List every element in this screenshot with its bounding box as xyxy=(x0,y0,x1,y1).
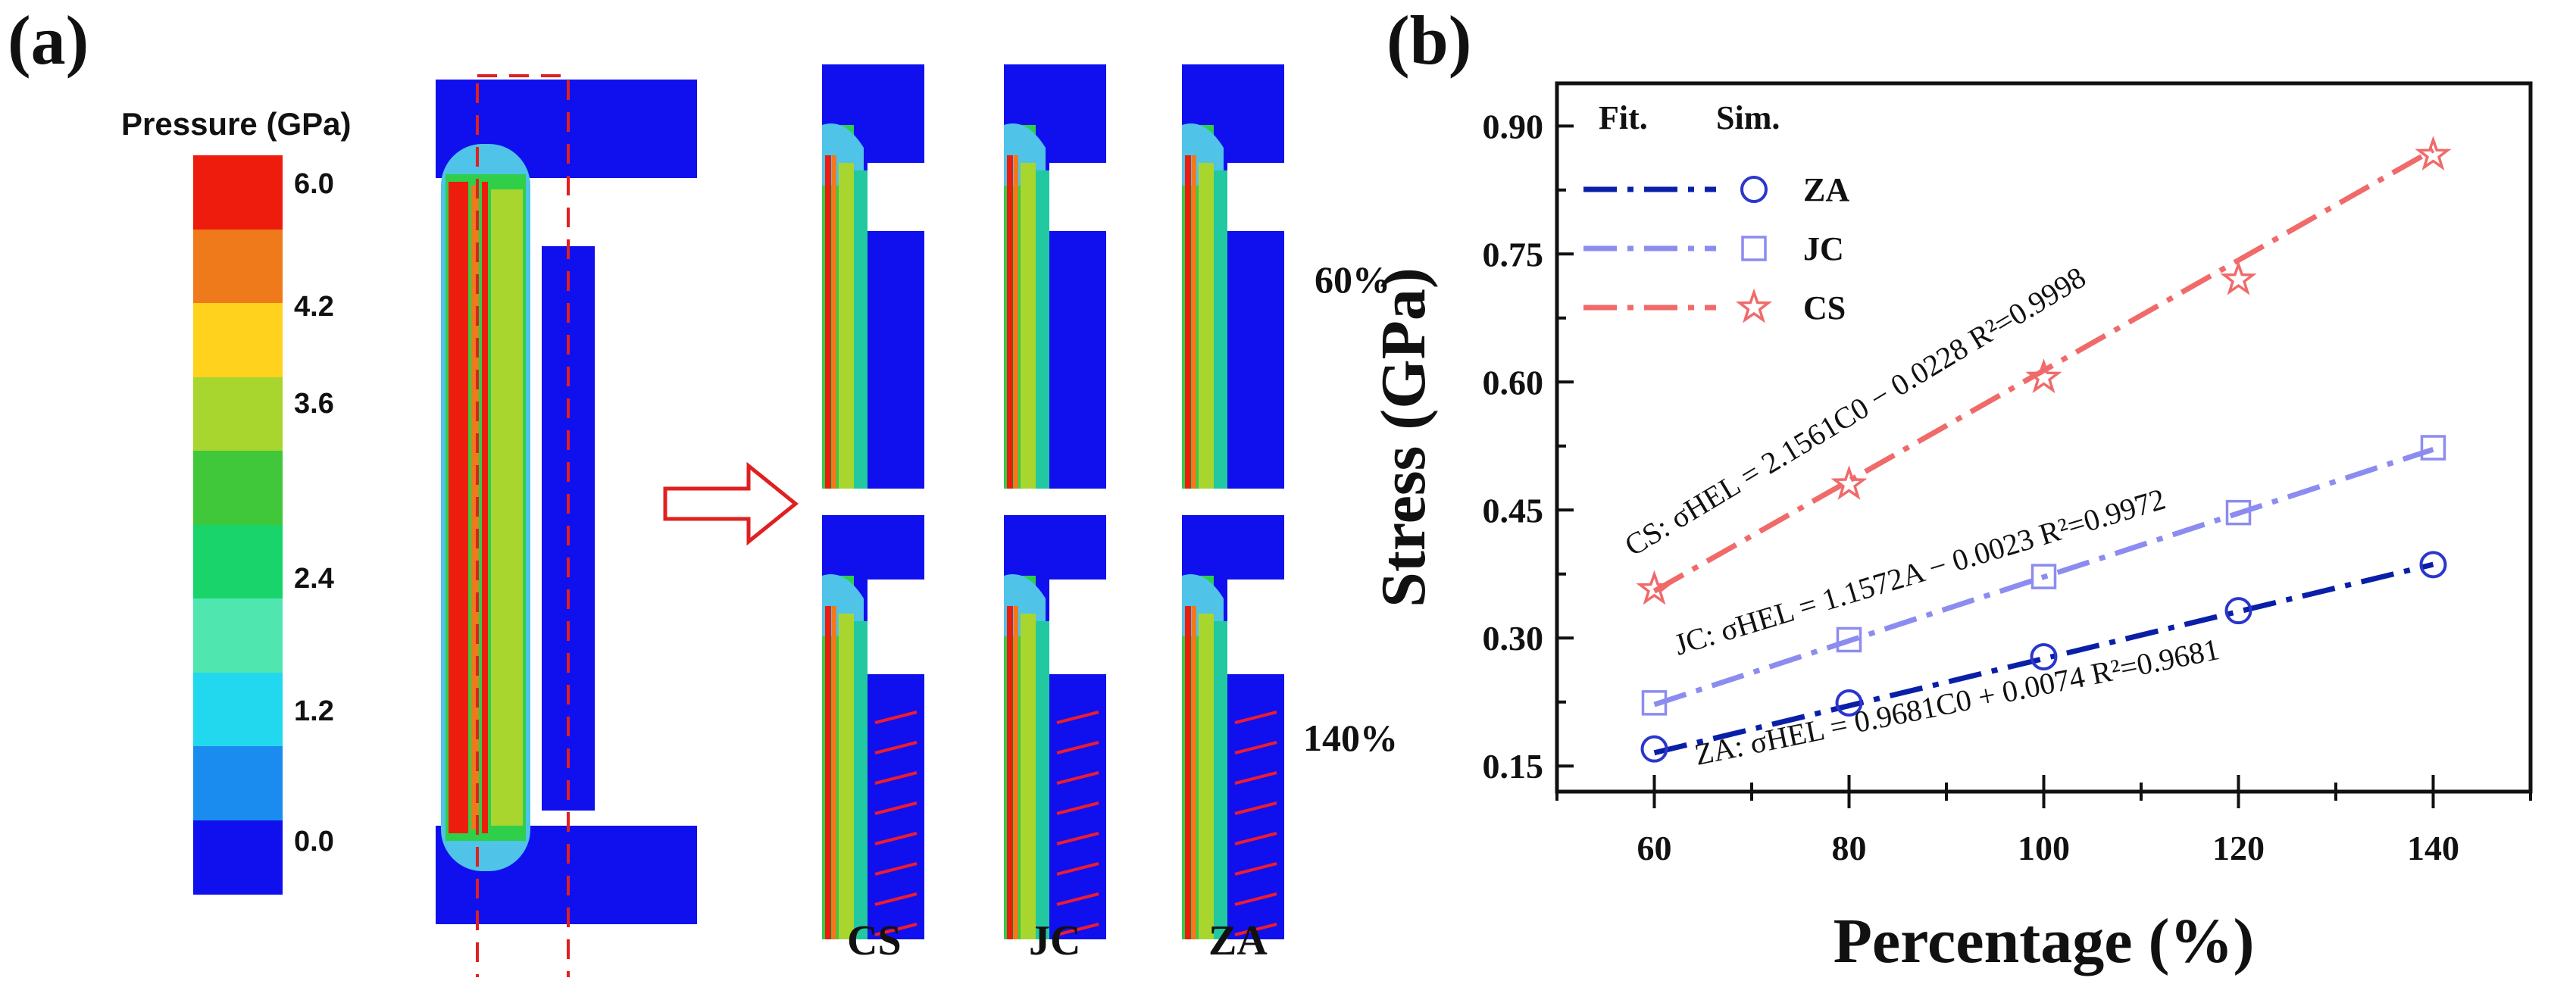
data-point-jc xyxy=(1641,690,1668,716)
percentage-label-140: 140% xyxy=(1303,717,1398,759)
fit-line-cs xyxy=(1652,147,2435,594)
equation-jc: JC: σHEL = 1.1572A − 0.0023 R²=0.9972 xyxy=(1671,482,2169,662)
colorbar-tick: 2.4 xyxy=(294,563,334,595)
y-tick-label: 0.45 xyxy=(1483,491,1544,530)
simulation-panel xyxy=(1004,64,1106,489)
x-axis-label: Percentage (%) xyxy=(1834,906,2255,976)
data-point-cs xyxy=(2025,358,2062,394)
equation-za: ZA: σHEL = 0.9681C0 + 0.0074 R²=0.9681 xyxy=(1692,632,2222,772)
sim-label-jc: JC xyxy=(1029,917,1081,964)
data-point-jc xyxy=(2225,499,2252,526)
y-axis-label: Stress (GPa) xyxy=(1368,267,1439,608)
data-point-za xyxy=(2030,643,2058,671)
x-tick-label: 100 xyxy=(2018,829,2070,867)
legend-header-fit: Fit. xyxy=(1599,99,1648,136)
colorbar-tick: 6.0 xyxy=(294,168,334,200)
legend-label-cs: CS xyxy=(1803,289,1846,326)
fit-line-jc xyxy=(1653,446,2434,708)
colorbar-tick: 1.2 xyxy=(294,695,334,727)
x-tick-label: 80 xyxy=(1832,829,1867,867)
data-point-cs xyxy=(1830,465,1868,500)
y-tick-label: 0.90 xyxy=(1483,107,1544,145)
x-tick-label: 60 xyxy=(1637,829,1672,867)
colorbar-segment xyxy=(193,376,283,451)
main-simulation-view xyxy=(436,74,697,977)
x-tick-label: 120 xyxy=(2212,829,2265,867)
colorbar-tick: 4.2 xyxy=(294,291,334,323)
data-point-jc xyxy=(2420,435,2446,461)
data-point-jc xyxy=(1836,626,1862,653)
simulation-panel xyxy=(822,64,924,489)
colorbar-segment xyxy=(193,598,283,673)
y-tick-label: 0.30 xyxy=(1483,619,1544,658)
percentage-label-60: 60% xyxy=(1315,258,1390,301)
data-point-cs xyxy=(1636,570,1673,605)
panel-a-label: (a) xyxy=(8,2,89,79)
legend-marker-za xyxy=(1740,176,1768,203)
panel-b-label: (b) xyxy=(1386,2,1472,79)
colorbar-segment xyxy=(193,303,283,378)
y-tick-label: 0.75 xyxy=(1483,235,1544,273)
colorbar-segment xyxy=(193,672,283,747)
colorbar-segment xyxy=(193,524,283,599)
colorbar-segment xyxy=(193,155,283,230)
arrow-icon xyxy=(663,461,799,546)
colorbar-tick: 0.0 xyxy=(294,826,334,858)
data-point-za xyxy=(1640,735,1668,763)
legend-label-jc: JC xyxy=(1803,230,1844,267)
x-tick-label: 140 xyxy=(2407,829,2459,867)
data-point-cs xyxy=(2220,260,2257,295)
colorbar-segment xyxy=(193,451,283,526)
colorbar-tick: 3.6 xyxy=(294,388,334,420)
legend-marker-cs xyxy=(1735,288,1773,323)
data-point-jc xyxy=(2030,564,2057,589)
data-point-za xyxy=(2419,551,2447,579)
simulation-panel xyxy=(1004,515,1106,939)
fit-line-za xyxy=(1653,561,2434,756)
data-point-cs xyxy=(2415,136,2452,171)
legend-header-sim: Sim. xyxy=(1716,99,1780,136)
simulation-panel xyxy=(822,515,924,939)
legend-marker-jc xyxy=(1741,236,1767,261)
sim-label-za: ZA xyxy=(1208,917,1268,964)
colorbar-segment xyxy=(193,746,283,821)
colorbar-segment xyxy=(193,229,283,304)
y-tick-label: 0.60 xyxy=(1483,363,1544,401)
simulation-panel xyxy=(1182,64,1284,489)
data-point-za xyxy=(2224,597,2252,625)
colorbar-title: Pressure (GPa) xyxy=(121,106,352,142)
simulation-panel xyxy=(1182,515,1284,939)
legend-label-za: ZA xyxy=(1803,171,1849,208)
y-tick-label: 0.15 xyxy=(1483,747,1544,786)
colorbar-segment xyxy=(193,820,283,895)
data-point-za xyxy=(1835,689,1863,717)
sim-label-cs: CS xyxy=(847,917,902,964)
